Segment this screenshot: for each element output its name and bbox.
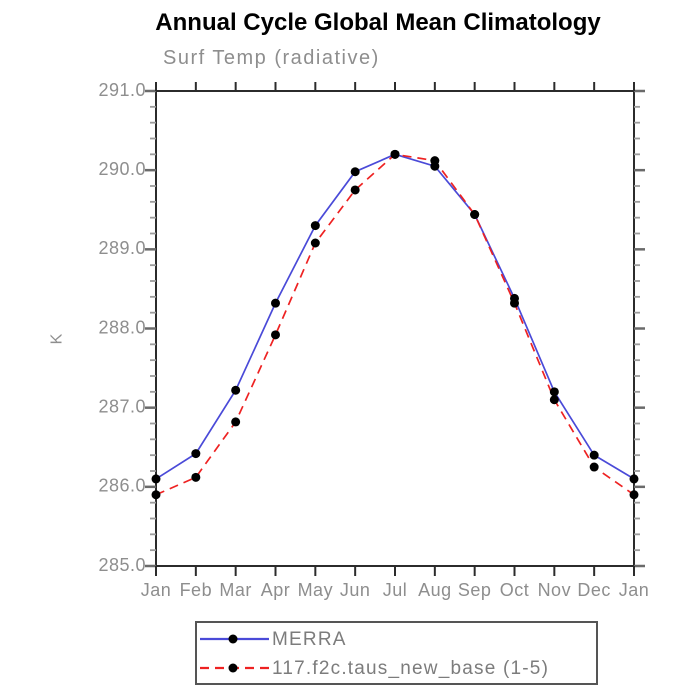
data-point-marker	[470, 210, 480, 219]
y-tick-label: 288.0	[98, 317, 146, 337]
data-point-marker	[549, 395, 559, 405]
data-point-marker	[430, 156, 440, 166]
x-tick-label: Jan	[619, 580, 650, 600]
data-point-marker	[589, 462, 599, 472]
x-tick-label: Apr	[261, 580, 291, 600]
legend-swatch-marker-1	[228, 663, 238, 673]
legend-box	[195, 621, 598, 685]
x-tick-label: Sep	[458, 580, 492, 600]
y-tick-label: 291.0	[98, 80, 146, 100]
y-tick-label: 285.0	[98, 555, 146, 575]
data-point-marker	[271, 330, 280, 340]
x-tick-label: Oct	[500, 580, 530, 600]
y-tick-label: 289.0	[98, 238, 146, 258]
data-point-marker	[151, 490, 161, 500]
x-tick-label: Mar	[219, 580, 252, 600]
data-point-marker	[231, 417, 241, 427]
data-point-marker	[589, 450, 599, 460]
x-tick-label: Dec	[577, 580, 611, 600]
data-point-marker	[310, 238, 320, 248]
data-point-marker	[350, 167, 360, 177]
legend-label-1: 117.f2c.taus_new_base (1-5)	[272, 658, 549, 679]
series-line-1	[155, 153, 635, 496]
y-tick-label: 286.0	[98, 476, 146, 496]
series-line-0	[155, 153, 635, 480]
y-tick-label: 287.0	[98, 396, 146, 416]
legend-label-0: MERRA	[272, 629, 347, 650]
data-point-marker	[191, 449, 201, 459]
x-tick-label: Jun	[340, 580, 371, 600]
data-point-marker	[310, 221, 320, 231]
data-point-marker	[350, 185, 360, 195]
plot-frame	[155, 90, 635, 567]
y-tick-label: 290.0	[98, 159, 146, 179]
x-tick-label: Nov	[538, 580, 572, 600]
x-tick-label: May	[298, 580, 334, 600]
data-point-marker	[191, 472, 201, 482]
data-point-marker	[271, 298, 280, 308]
data-point-marker	[231, 385, 241, 395]
data-point-marker	[629, 490, 639, 500]
chart-title: Annual Cycle Global Mean Climatology	[155, 9, 601, 36]
x-tick-label: Jul	[383, 580, 408, 600]
chart-subtitle: Surf Temp (radiative)	[163, 47, 380, 69]
legend-swatch-marker-0	[228, 634, 238, 644]
data-point-marker	[629, 474, 639, 484]
data-point-marker	[390, 149, 400, 159]
x-tick-label: Aug	[418, 580, 452, 600]
x-tick-label: Feb	[180, 580, 213, 600]
x-tick-label: Jan	[141, 580, 172, 600]
data-point-marker	[510, 298, 519, 308]
data-point-marker	[151, 474, 161, 484]
data-point-marker	[549, 387, 559, 397]
